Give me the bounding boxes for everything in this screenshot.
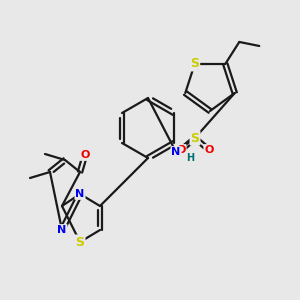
Text: H: H — [186, 153, 194, 163]
Text: S: S — [190, 131, 200, 145]
Text: S: S — [76, 236, 85, 248]
Text: N: N — [57, 225, 67, 235]
Text: N: N — [171, 147, 181, 157]
Text: S: S — [190, 58, 199, 70]
Text: N: N — [75, 189, 85, 199]
Text: O: O — [80, 150, 90, 160]
Text: O: O — [176, 145, 186, 155]
Text: O: O — [204, 145, 214, 155]
